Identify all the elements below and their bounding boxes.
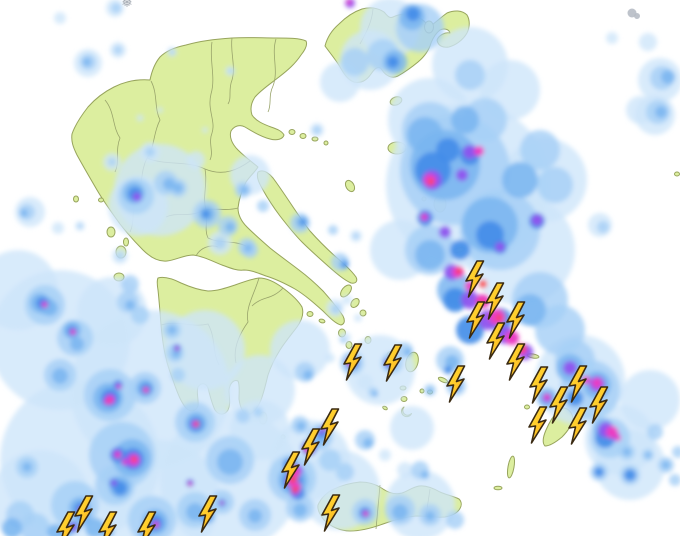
snow-icon: ❅ [121,0,133,11]
island-ithaki [123,237,129,247]
island-aegina [306,311,314,317]
island-paxos [73,195,79,203]
sleet-dot [634,13,640,19]
island-dot [419,388,425,394]
island-sporades [288,129,296,135]
island-dot [524,404,530,410]
island-skyros [344,179,356,193]
island-lefkada [106,226,116,238]
island-dot [98,197,104,203]
island-sporades [323,140,329,146]
island-ne-dot [674,171,680,177]
island-karpathos [506,455,516,479]
landmass-mainland-greece [71,37,345,326]
island-sporades [311,136,319,142]
island-folegandros [382,405,388,411]
island-sporades [299,133,307,139]
island-andros [340,284,352,298]
weather-icons-layer: ❅ [56,0,640,536]
sleet-patch [627,8,640,19]
island-hydra [318,318,326,324]
island-tinos [350,298,360,308]
island-mykonos [359,309,367,317]
island-evia [256,170,358,284]
island-ios [400,396,408,402]
island-kasos [493,485,503,491]
